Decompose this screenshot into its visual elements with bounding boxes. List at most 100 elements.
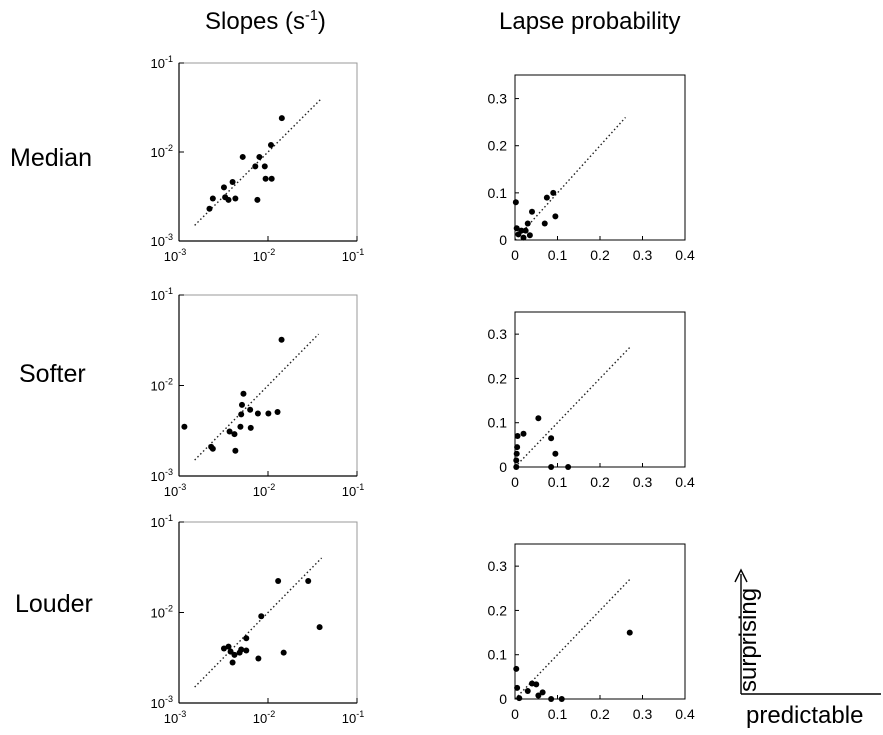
row-label-median: Median — [10, 144, 92, 172]
y-tick-label: 0 — [499, 459, 507, 475]
y-tick-label: 10-3 — [151, 232, 173, 249]
x-tick-label: 0 — [511, 474, 519, 490]
slopes-column-title: Slopes (s-1) — [205, 8, 326, 36]
data-point — [514, 433, 521, 439]
y-tick-label: 10-2 — [151, 604, 173, 621]
identity-line — [194, 97, 323, 226]
slopes-title-exponent: -1 — [305, 8, 318, 24]
lapse-column-title: Lapse probability — [499, 8, 681, 35]
x-tick-label: 10-3 — [164, 482, 186, 499]
data-point — [254, 410, 261, 417]
data-point — [548, 464, 555, 470]
data-point — [526, 232, 533, 239]
data-point — [265, 410, 272, 417]
y-tick-label: 10-3 — [151, 467, 173, 484]
y-tick-label: 10-1 — [151, 54, 173, 71]
identity-line — [514, 346, 631, 468]
x-tick-label: 10-3 — [164, 247, 186, 264]
data-point — [238, 411, 245, 418]
plot-frame — [514, 543, 686, 700]
x-tick-label: 0.2 — [590, 247, 610, 263]
x-tick-label: 0.4 — [675, 706, 695, 722]
data-point — [261, 163, 268, 170]
data-point — [231, 651, 238, 658]
y-tick-label: 0.1 — [488, 185, 508, 201]
data-point — [513, 464, 520, 470]
y-tick-label: 10-1 — [151, 286, 173, 303]
panel-softer-lapse: 0 0.1 0.2 0.3 0.4 0 0.1 0.2 0.3 — [488, 311, 695, 490]
data-point — [280, 649, 287, 656]
data-point — [239, 153, 246, 160]
y-tick-label: 0.2 — [488, 370, 508, 386]
x-tick-label: 10-2 — [253, 482, 275, 499]
data-point — [514, 684, 521, 691]
data-point — [226, 428, 233, 435]
data-point — [513, 665, 520, 672]
x-tick-label: 0.3 — [633, 247, 653, 263]
data-point — [278, 115, 285, 122]
x-tick-label: 0.3 — [633, 706, 653, 722]
y-tick-label: 0.2 — [488, 138, 508, 154]
surprising-arrow-head — [734, 568, 748, 583]
data-point — [225, 643, 232, 650]
data-point — [558, 696, 565, 702]
data-point — [626, 629, 633, 636]
row-label-softer: Softer — [19, 360, 86, 388]
data-point — [274, 408, 281, 415]
x-tick-label: 0.1 — [548, 474, 568, 490]
data-point — [543, 194, 550, 201]
y-tick-label: 0.3 — [488, 91, 508, 107]
identity-line — [514, 116, 627, 241]
data-point — [520, 234, 527, 241]
data-point — [541, 220, 548, 227]
plot-frame — [514, 311, 686, 468]
data-point — [533, 681, 540, 688]
data-point — [229, 659, 236, 666]
identity-line — [194, 557, 323, 688]
x-tick-label: 10-2 — [253, 709, 275, 726]
x-tick-label: 10-1 — [342, 709, 364, 726]
surprising-label: surprising — [735, 587, 762, 692]
data-point — [516, 695, 523, 702]
y-tick-label: 0 — [499, 232, 507, 248]
panel-louder-slopes: 10-3 10-2 10-1 10-3 10-2 10-1 — [151, 513, 365, 726]
data-point — [252, 163, 259, 170]
x-tick-label: 0.4 — [675, 474, 695, 490]
data-point — [206, 205, 213, 212]
y-tick-label: 0.3 — [488, 558, 508, 574]
data-point — [550, 189, 557, 196]
x-tick-label: 0 — [511, 247, 519, 263]
data-point — [524, 220, 531, 227]
x-tick-label: 0.2 — [590, 474, 610, 490]
y-tick-label: 0.3 — [488, 326, 508, 342]
data-point — [232, 447, 239, 454]
slopes-title-suffix: ) — [317, 8, 326, 35]
plot-frame — [514, 74, 686, 241]
data-point — [539, 689, 546, 696]
data-point — [238, 401, 245, 408]
panel-louder-lapse: 0 0.1 0.2 0.3 0.4 0 0.1 0.2 0.3 — [488, 543, 695, 722]
x-tick-label: 0.1 — [548, 247, 568, 263]
data-point — [565, 464, 572, 470]
x-tick-label: 10-2 — [253, 247, 275, 264]
data-point — [209, 195, 216, 202]
data-point — [247, 424, 254, 431]
data-point — [229, 179, 236, 186]
data-point — [258, 613, 265, 620]
data-point — [535, 692, 542, 699]
data-point — [262, 175, 269, 182]
data-point — [181, 423, 188, 430]
data-point — [247, 406, 254, 413]
panel-median-slopes: 10-3 10-2 10-1 10-3 10-2 10-1 — [151, 54, 365, 264]
data-point — [225, 196, 232, 203]
data-point — [254, 196, 261, 203]
data-point — [232, 195, 239, 202]
data-point — [548, 696, 555, 702]
data-point — [518, 227, 525, 234]
row-label-louder: Louder — [15, 590, 93, 618]
data-point — [268, 175, 275, 182]
data-point — [552, 450, 559, 457]
data-point — [548, 435, 555, 442]
data-point — [275, 577, 282, 584]
